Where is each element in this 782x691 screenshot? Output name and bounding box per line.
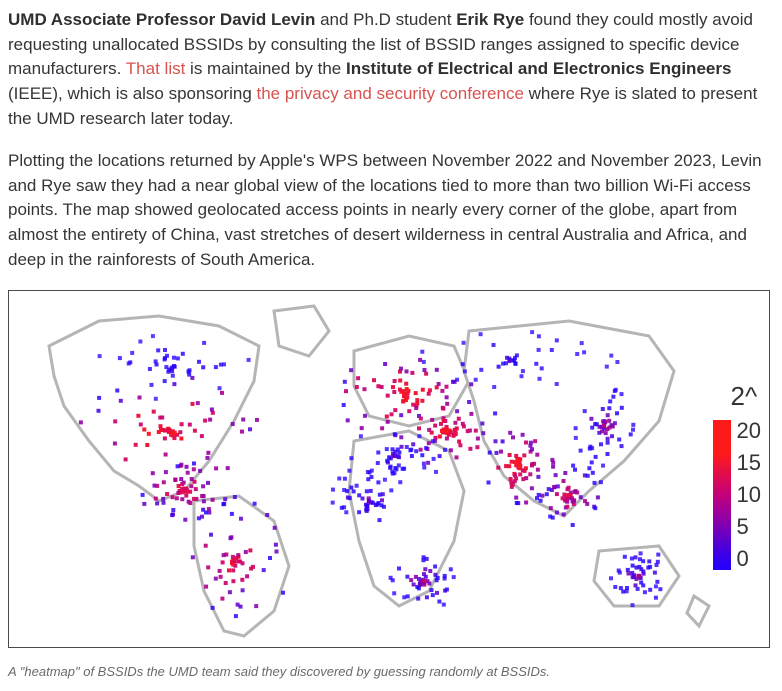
person-a: UMD Associate Professor David Levin [8,10,315,29]
legend-tick: 15 [737,452,761,474]
figure: 2^ 20 15 10 5 0 A "heatmap" of BSSIDs th… [8,290,774,679]
legend-tick: 5 [737,516,761,538]
heatmap-svg [9,291,769,647]
person-b: Erik Rye [456,10,524,29]
legend-tick: 20 [737,420,761,442]
paragraph-1: UMD Associate Professor David Levin and … [8,8,774,131]
link-that-list[interactable]: That list [126,59,186,78]
map-container: 2^ 20 15 10 5 0 [8,290,770,648]
connector-1: and Ph.D student [315,10,456,29]
legend: 2^ 20 15 10 5 0 [713,381,761,570]
legend-colorbar [713,420,731,570]
paragraph-2: Plotting the locations returned by Apple… [8,149,774,272]
article-body: UMD Associate Professor David Levin and … [0,0,782,691]
text-3: (IEEE), which is also sponsoring [8,84,257,103]
legend-tick: 10 [737,484,761,506]
link-conference[interactable]: the privacy and security conference [257,84,524,103]
text-2: is maintained by the [185,59,346,78]
figure-caption: A "heatmap" of BSSIDs the UMD team said … [8,664,774,679]
legend-tick: 0 [737,548,761,570]
legend-ticks: 20 15 10 5 0 [737,420,761,570]
org-ieee: Institute of Electrical and Electronics … [346,59,731,78]
legend-title: 2^ [731,381,761,412]
